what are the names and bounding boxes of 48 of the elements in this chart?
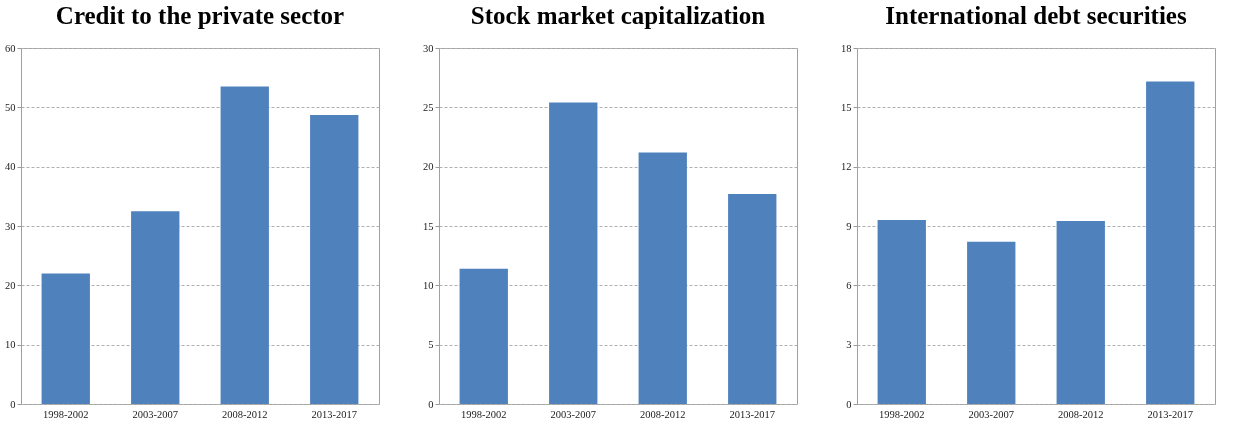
y-tick-label: 60 xyxy=(5,42,16,54)
bar xyxy=(220,86,269,404)
bar xyxy=(1146,81,1195,404)
y-tick-label: 3 xyxy=(846,339,852,351)
y-tick-label: 30 xyxy=(423,42,434,54)
y-tick-label: 20 xyxy=(423,161,434,173)
chart-title: Stock market capitalization xyxy=(470,2,766,29)
bar xyxy=(877,220,926,404)
x-tick-label: 1998-2002 xyxy=(43,408,89,420)
chart-title: International debt securities xyxy=(885,2,1187,29)
bar xyxy=(549,102,598,404)
y-tick-label: 10 xyxy=(5,339,16,351)
bar xyxy=(638,152,687,404)
x-tick-label: 2013-2017 xyxy=(729,408,775,420)
x-tick-label: 2013-2017 xyxy=(311,408,357,420)
bar xyxy=(728,193,777,404)
x-tick-label: 2013-2017 xyxy=(1147,408,1193,420)
x-tick-label: 2003-2007 xyxy=(550,408,596,420)
y-tick-label: 12 xyxy=(841,161,852,173)
bar xyxy=(131,211,180,404)
x-tick-label: 2003-2007 xyxy=(968,408,1014,420)
x-tick-label: 2008-2012 xyxy=(222,408,268,420)
bar xyxy=(967,241,1016,404)
x-tick-label: 2008-2012 xyxy=(1058,408,1104,420)
y-tick-label: 9 xyxy=(846,220,852,232)
y-tick-label: 15 xyxy=(423,220,434,232)
y-tick-label: 25 xyxy=(423,101,434,113)
y-tick-label: 18 xyxy=(841,42,852,54)
bar xyxy=(1056,221,1105,404)
bar xyxy=(310,115,359,404)
y-tick-label: 40 xyxy=(5,161,16,173)
x-tick-label: 2008-2012 xyxy=(640,408,686,420)
y-tick-label: 20 xyxy=(5,279,16,291)
y-tick-label: 15 xyxy=(841,101,852,113)
y-tick-label: 0 xyxy=(428,398,434,410)
x-tick-label: 1998-2002 xyxy=(461,408,507,420)
x-tick-label: 2003-2007 xyxy=(132,408,178,420)
bar xyxy=(41,273,90,404)
y-tick-label: 5 xyxy=(428,339,434,351)
y-tick-label: 30 xyxy=(5,220,16,232)
x-tick-label: 1998-2002 xyxy=(879,408,925,420)
y-tick-label: 6 xyxy=(846,279,852,291)
y-tick-label: 0 xyxy=(10,398,16,410)
chart-title: Credit to the private sector xyxy=(55,2,345,29)
y-tick-label: 50 xyxy=(5,101,16,113)
y-tick-label: 10 xyxy=(423,279,434,291)
bar xyxy=(459,268,508,404)
y-tick-label: 0 xyxy=(846,398,852,410)
